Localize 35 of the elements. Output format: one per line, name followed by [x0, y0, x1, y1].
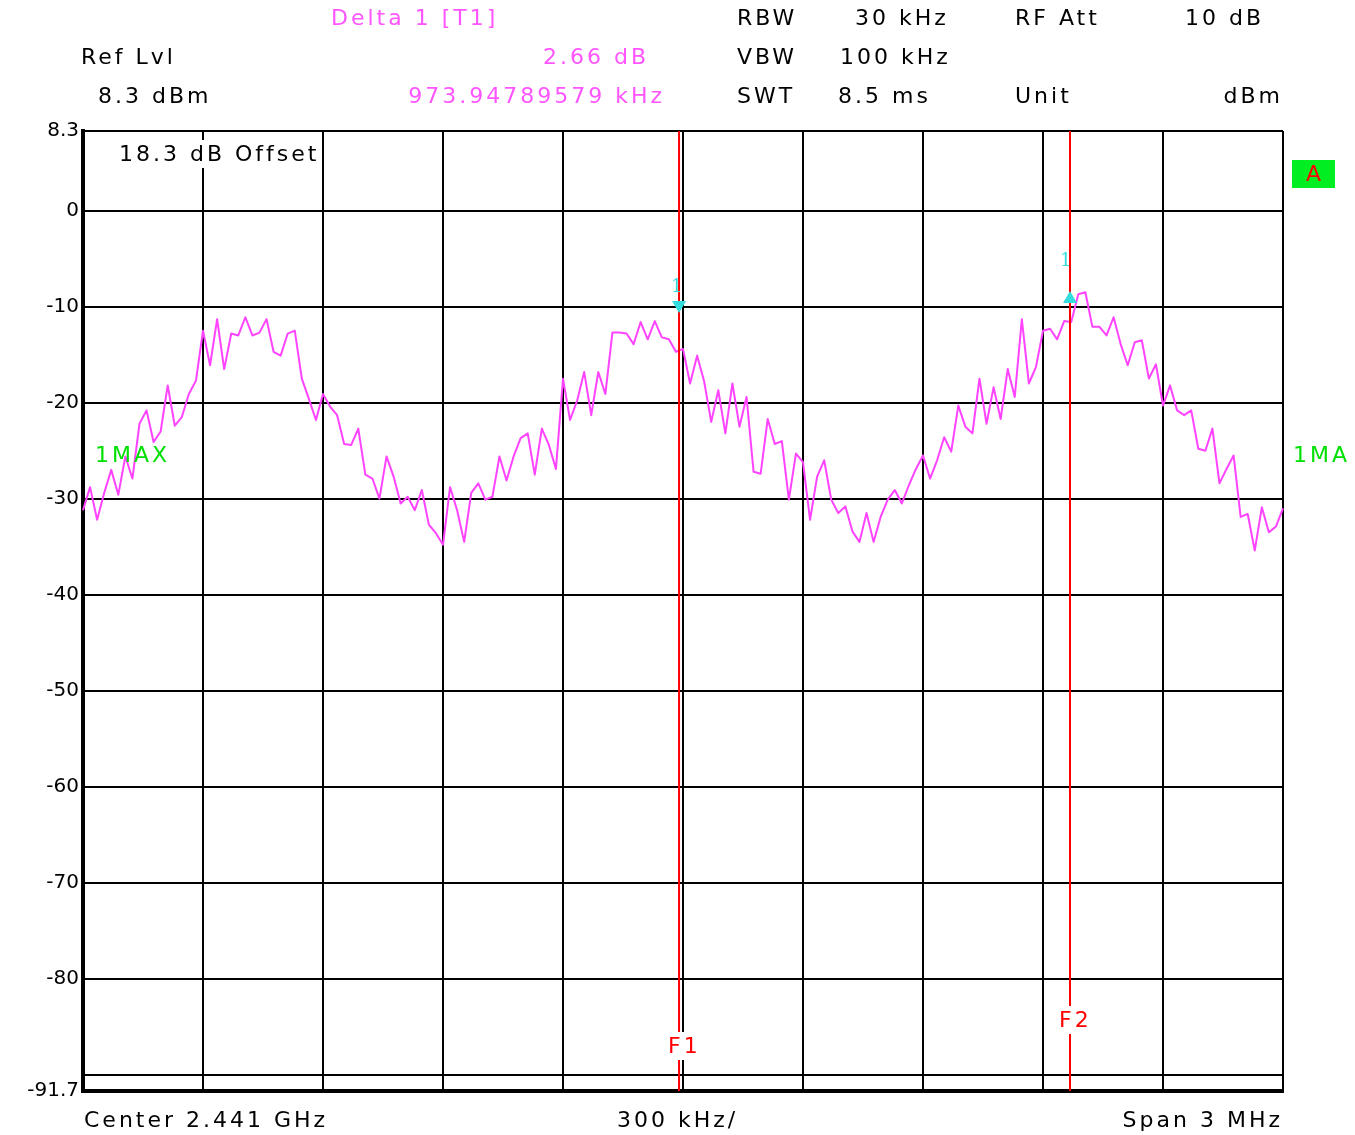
- text: SWT: [737, 82, 796, 110]
- text: 300 kHz/: [617, 1106, 739, 1134]
- y-tick-label: -60: [46, 772, 79, 797]
- text: 2.66 dB: [542, 43, 649, 71]
- text: Unit: [1015, 82, 1072, 110]
- y-tick-label: -40: [46, 580, 79, 605]
- text: 30 kHz: [855, 4, 949, 32]
- y-tick-label: -20: [46, 388, 79, 413]
- text: 8.3 dBm: [98, 82, 212, 110]
- y-tick-label: -70: [46, 868, 79, 893]
- text: 1MA: [1293, 441, 1351, 469]
- y-tick-label: -91.7: [27, 1077, 79, 1102]
- text: Delta 1 [T1]: [331, 4, 499, 32]
- y-tick-label: -10: [46, 292, 79, 317]
- y-tick-label: -30: [46, 484, 79, 509]
- text: RBW: [737, 4, 798, 32]
- y-tick-label: -50: [46, 676, 79, 701]
- y-tick-label: -80: [46, 964, 79, 989]
- text: VBW: [737, 43, 798, 71]
- y-tick-label: 8.3: [47, 117, 79, 142]
- text: Span 3 MHz: [1122, 1106, 1283, 1134]
- text: 100 kHz: [840, 43, 951, 71]
- annotation: 1: [1060, 249, 1072, 270]
- text: dBm: [1223, 82, 1283, 110]
- y-tick-label: 0: [66, 196, 79, 221]
- annotation: 18.3 dB Offset: [117, 140, 322, 168]
- text: A: [1292, 160, 1335, 188]
- text: Center 2.441 GHz: [84, 1106, 329, 1134]
- text: 973.94789579 kHz: [408, 82, 665, 110]
- text: 8.5 ms: [838, 82, 931, 110]
- text: 10 dB: [1185, 4, 1265, 32]
- text: RF Att: [1015, 4, 1100, 32]
- annotation: F1: [666, 1032, 703, 1060]
- annotation: F2: [1057, 1006, 1094, 1034]
- text: Ref Lvl: [81, 43, 176, 71]
